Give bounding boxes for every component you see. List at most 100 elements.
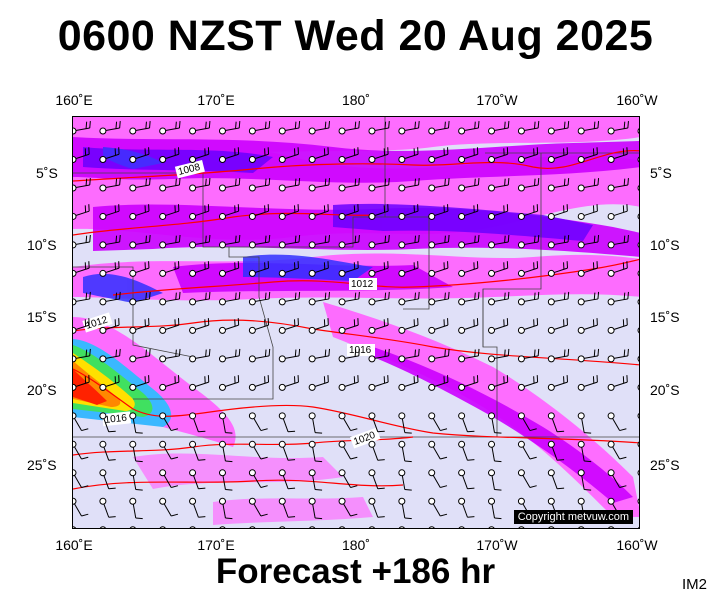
wind-barb-feather <box>328 291 331 299</box>
lat-label-left-15s: 15˚S <box>27 309 57 325</box>
wind-barb-station <box>607 269 615 277</box>
wind-barb-feather <box>208 177 211 186</box>
wind-barb-station <box>488 526 495 528</box>
wind-barb-station <box>607 440 615 448</box>
wind-barb-station <box>488 440 496 448</box>
wind-barb-station <box>607 326 615 334</box>
wind-barb-feather <box>444 292 446 300</box>
wind-barb-station <box>547 184 555 192</box>
wind-barb-feather <box>358 177 360 186</box>
wind-barb-station <box>279 526 286 528</box>
wind-barb-feather <box>404 432 412 434</box>
wind-barb-station <box>517 440 525 448</box>
wind-barb-feather <box>404 489 412 491</box>
wind-barb-feather <box>149 291 151 299</box>
wind-barb-station <box>607 127 615 135</box>
wind-barb-station <box>428 440 436 448</box>
lon-label-bottom-170w: 170˚W <box>476 537 518 553</box>
wind-barb-feather <box>81 456 89 460</box>
wind-barb-feather <box>171 485 179 488</box>
wind-barb-feather <box>119 291 121 299</box>
wind-barb-feather <box>235 292 237 300</box>
wind-barb-feather <box>447 121 450 129</box>
wind-barb-station <box>518 526 525 528</box>
wind-barb-feather <box>235 178 237 186</box>
wind-barb-feather <box>119 177 121 186</box>
wind-barb-station <box>547 440 555 448</box>
wind-barb-station <box>398 155 406 163</box>
wind-barb-feather <box>171 428 179 432</box>
wind-barb-feather <box>440 513 448 517</box>
wind-barb-feather <box>119 121 121 129</box>
wind-barb-station <box>73 298 77 306</box>
wind-barb-feather <box>171 513 179 517</box>
wind-barb-station <box>547 326 555 334</box>
wind-barb-station <box>637 384 639 391</box>
wind-barb-station <box>308 241 316 249</box>
wind-barb-feather <box>507 291 510 299</box>
wind-barb-feather <box>444 121 446 129</box>
wind-barb-station <box>129 383 137 391</box>
wind-barb-feather <box>557 487 565 490</box>
wind-barb-station <box>159 355 167 363</box>
wind-barb-station <box>578 526 585 528</box>
wind-barb-feather <box>418 291 420 299</box>
wind-barb-feather <box>597 121 600 129</box>
wind-barb-feather <box>504 292 506 300</box>
wind-barb-station <box>488 298 496 306</box>
wind-barb-feather <box>384 178 387 186</box>
wind-barb-feather <box>563 235 566 243</box>
wind-barb-station <box>308 212 316 220</box>
wind-barb-feather <box>384 235 387 243</box>
wind-barb-feather <box>135 517 143 520</box>
wind-barb-station <box>428 497 436 505</box>
wind-barb-feather <box>238 348 241 356</box>
wind-barb-feather <box>225 517 233 520</box>
wind-barb-station <box>129 184 137 192</box>
wind-barb-station <box>73 440 77 448</box>
wind-barb-station <box>637 355 639 362</box>
rain-layer-heavy <box>83 147 593 303</box>
wind-barb-station <box>458 412 466 420</box>
wind-barb-station <box>338 155 346 163</box>
wind-barb-feather <box>354 292 357 300</box>
lon-label-bottom-170e: 170˚E <box>197 537 235 553</box>
isobar-label-1008: 1008 <box>177 162 202 178</box>
wind-barb-feather <box>260 428 268 432</box>
wind-barb-feather <box>81 428 89 432</box>
wind-barb-station <box>547 469 555 477</box>
wind-barb-feather <box>627 121 629 129</box>
wind-barb-feather <box>494 432 502 434</box>
wind-barb-feather <box>85 121 88 129</box>
wind-barb-station <box>309 526 316 528</box>
wind-barb-station <box>368 526 375 528</box>
wind-barb-station <box>99 212 107 220</box>
wind-barb-station <box>398 326 406 334</box>
wind-barb-station <box>607 469 615 477</box>
weather-map-canvas: 1008 1012 1012 1016 1016 1020 <box>73 117 639 528</box>
wind-barb-feather <box>89 177 91 186</box>
wind-barb-station <box>488 383 496 391</box>
wind-barb-feather <box>388 348 390 356</box>
wind-barb-feather <box>135 460 143 463</box>
wind-barb-station <box>398 469 406 477</box>
wind-barb-feather <box>358 348 360 356</box>
wind-barb-station <box>189 241 197 249</box>
wind-barb-feather <box>533 349 536 357</box>
wind-barb-station <box>159 383 167 391</box>
lat-label-right-20s: 20˚S <box>650 382 680 398</box>
wind-barb-station <box>99 440 107 448</box>
wind-barb-station <box>368 440 376 448</box>
wind-barb-station <box>99 155 107 163</box>
wind-barb-station <box>338 127 346 135</box>
wind-barb-station <box>368 298 376 306</box>
wind-barb-station <box>577 326 585 334</box>
lon-label-bottom-180: 180˚ <box>341 537 371 553</box>
wind-barb-station <box>338 355 346 363</box>
wind-barb-feather <box>149 234 151 243</box>
wind-barb-feather <box>597 177 600 186</box>
wind-barb-station <box>248 326 256 334</box>
wind-barb-feather <box>145 178 147 186</box>
wind-barb-station <box>517 298 525 306</box>
wind-barb-station <box>458 440 466 448</box>
